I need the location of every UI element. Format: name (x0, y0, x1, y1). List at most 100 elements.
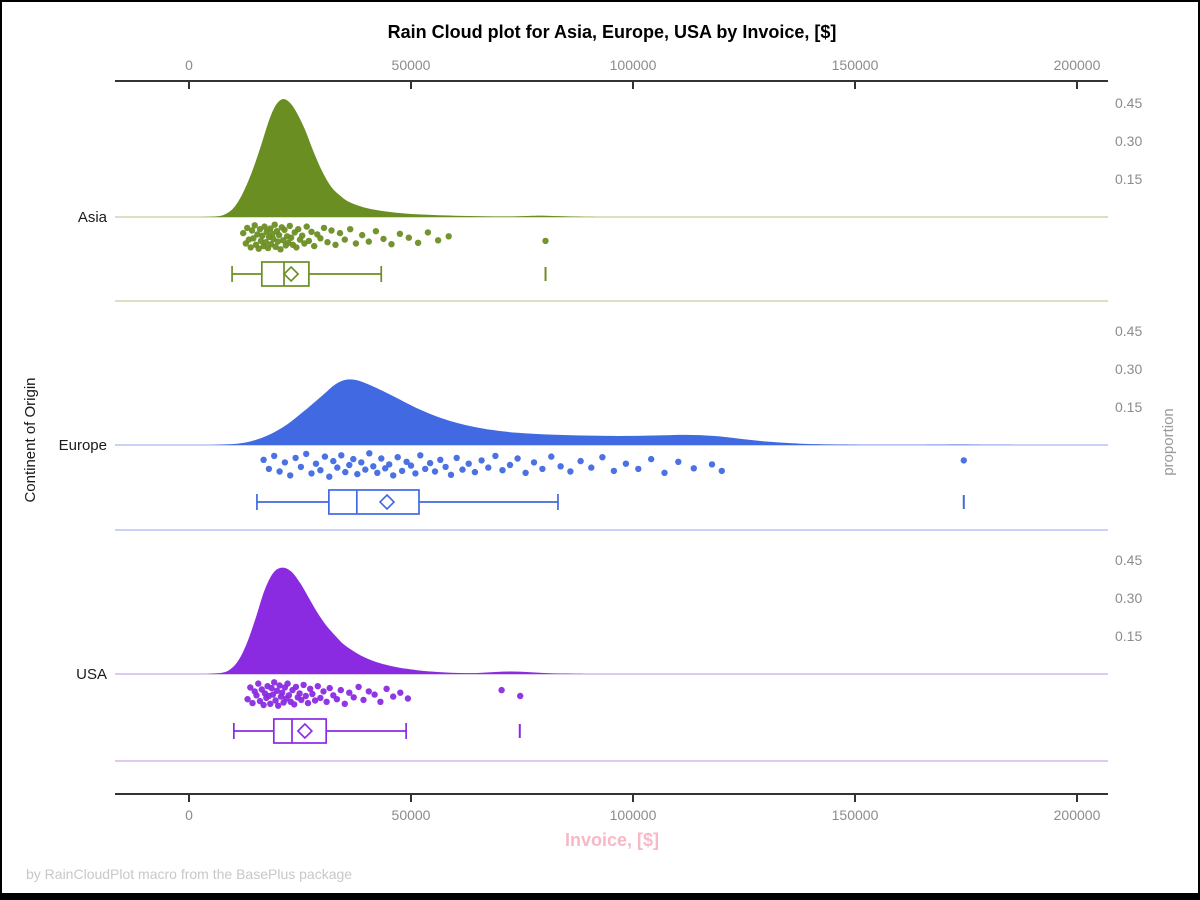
rain-point-asia (405, 234, 412, 241)
rain-point-usa (320, 688, 327, 695)
rain-point-usa (404, 695, 412, 702)
rain-point-usa (296, 690, 303, 697)
rain-point-asia (341, 236, 348, 243)
rain-point-usa (311, 697, 319, 704)
rain-point-europe (622, 460, 630, 467)
rain-point-europe (478, 457, 485, 464)
rain-point-asia (324, 239, 331, 246)
mean-diamond-asia (282, 265, 300, 283)
rain-point-usa (350, 694, 357, 701)
rain-point-usa (276, 682, 283, 689)
x-axis-top-tick-label: 50000 (392, 57, 431, 73)
rain-point-europe (539, 465, 546, 473)
rain-point-usa (253, 692, 260, 699)
mean-diamond-europe (378, 493, 396, 511)
rain-point-europe (690, 465, 697, 472)
x-axis-top-tick-label: 150000 (832, 57, 879, 73)
rain-point-europe (610, 467, 618, 475)
rain-point-europe (407, 462, 415, 469)
rain-point-europe (588, 464, 595, 471)
rain-point-europe (567, 468, 574, 475)
rain-point-europe (431, 468, 439, 475)
rain-point-asia (248, 227, 256, 234)
rain-point-usa (307, 685, 314, 692)
rain-point-europe (342, 468, 349, 476)
rain-point-europe (346, 461, 353, 469)
rain-point-usa (271, 679, 278, 686)
rain-point-europe (499, 467, 506, 474)
rain-point-usa (247, 684, 254, 691)
rain-point-europe (366, 450, 373, 457)
rain-point-europe (358, 459, 365, 466)
rain-point-usa (323, 698, 330, 705)
rain-point-europe (334, 464, 341, 471)
box-europe (328, 489, 420, 515)
rain-point-asia (434, 237, 442, 244)
rain-point-europe (382, 465, 389, 472)
rain-point-europe (648, 455, 655, 463)
rain-point-europe (338, 452, 345, 459)
rain-point-asia (328, 227, 335, 234)
rain-point-europe (326, 473, 333, 480)
x-axis-top-tick-label: 0 (185, 57, 193, 73)
rain-point-europe (297, 463, 305, 471)
rain-point-europe (522, 469, 529, 476)
rain-point-usa (249, 699, 256, 707)
rain-point-asia (244, 224, 251, 232)
rain-point-asia (317, 235, 324, 242)
rain-point-europe (412, 470, 419, 477)
rain-point-europe (287, 472, 294, 479)
rain-point-usa (355, 683, 362, 691)
rain-point-europe (394, 454, 401, 461)
rain-point-europe (465, 460, 472, 467)
rain-point-asia (262, 239, 269, 246)
rain-point-usa (390, 693, 397, 700)
rain-point-usa (285, 692, 293, 699)
rain-point-asia (251, 222, 258, 229)
density-area-europe (211, 379, 1024, 445)
density-area-asia (202, 99, 611, 217)
rain-point-usa (360, 696, 367, 704)
rain-point-asia (347, 226, 354, 233)
rain-point-usa (304, 699, 312, 707)
rain-point-europe (265, 465, 273, 473)
rain-point-usa (365, 688, 372, 695)
rain-point-asia (275, 231, 283, 239)
rain-point-europe (362, 466, 369, 473)
x-axis-bottom-tick-label: 0 (185, 807, 193, 823)
rain-point-usa (272, 697, 279, 704)
rain-point-asia (277, 246, 284, 253)
rain-point-europe (453, 454, 460, 462)
rain-point-asia (259, 232, 266, 239)
rain-point-europe (506, 461, 514, 469)
rain-point-asia (359, 231, 366, 239)
rain-point-europe (390, 472, 397, 479)
rain-point-usa (397, 689, 404, 696)
rain-point-asia (303, 223, 310, 230)
rain-point-europe (308, 470, 315, 477)
rain-point-usa (337, 686, 344, 694)
rain-point-europe (437, 456, 444, 463)
rain-point-europe (960, 457, 967, 464)
y-axis-title: Continent of Origin (22, 377, 39, 503)
mean-diamond-usa (296, 722, 314, 740)
rain-point-europe (675, 458, 682, 465)
proportion-tick-label: 0.15 (1115, 628, 1142, 644)
x-axis-bottom-tick-label: 100000 (610, 807, 657, 823)
y2-axis-title: proportion (1160, 408, 1177, 476)
rain-point-europe (635, 465, 642, 473)
rain-point-usa (371, 691, 378, 698)
rain-point-usa (300, 681, 307, 689)
rain-point-europe (599, 454, 606, 461)
box-usa (272, 718, 328, 744)
rain-point-asia (380, 235, 387, 243)
rain-point-europe (718, 467, 725, 475)
rain-point-europe (354, 470, 361, 478)
rain-point-asia (414, 239, 422, 246)
x-axis-bottom-tick-label: 50000 (392, 807, 431, 823)
rain-point-asia (311, 242, 318, 250)
rain-point-usa (346, 689, 353, 696)
rain-point-asia (336, 229, 344, 237)
